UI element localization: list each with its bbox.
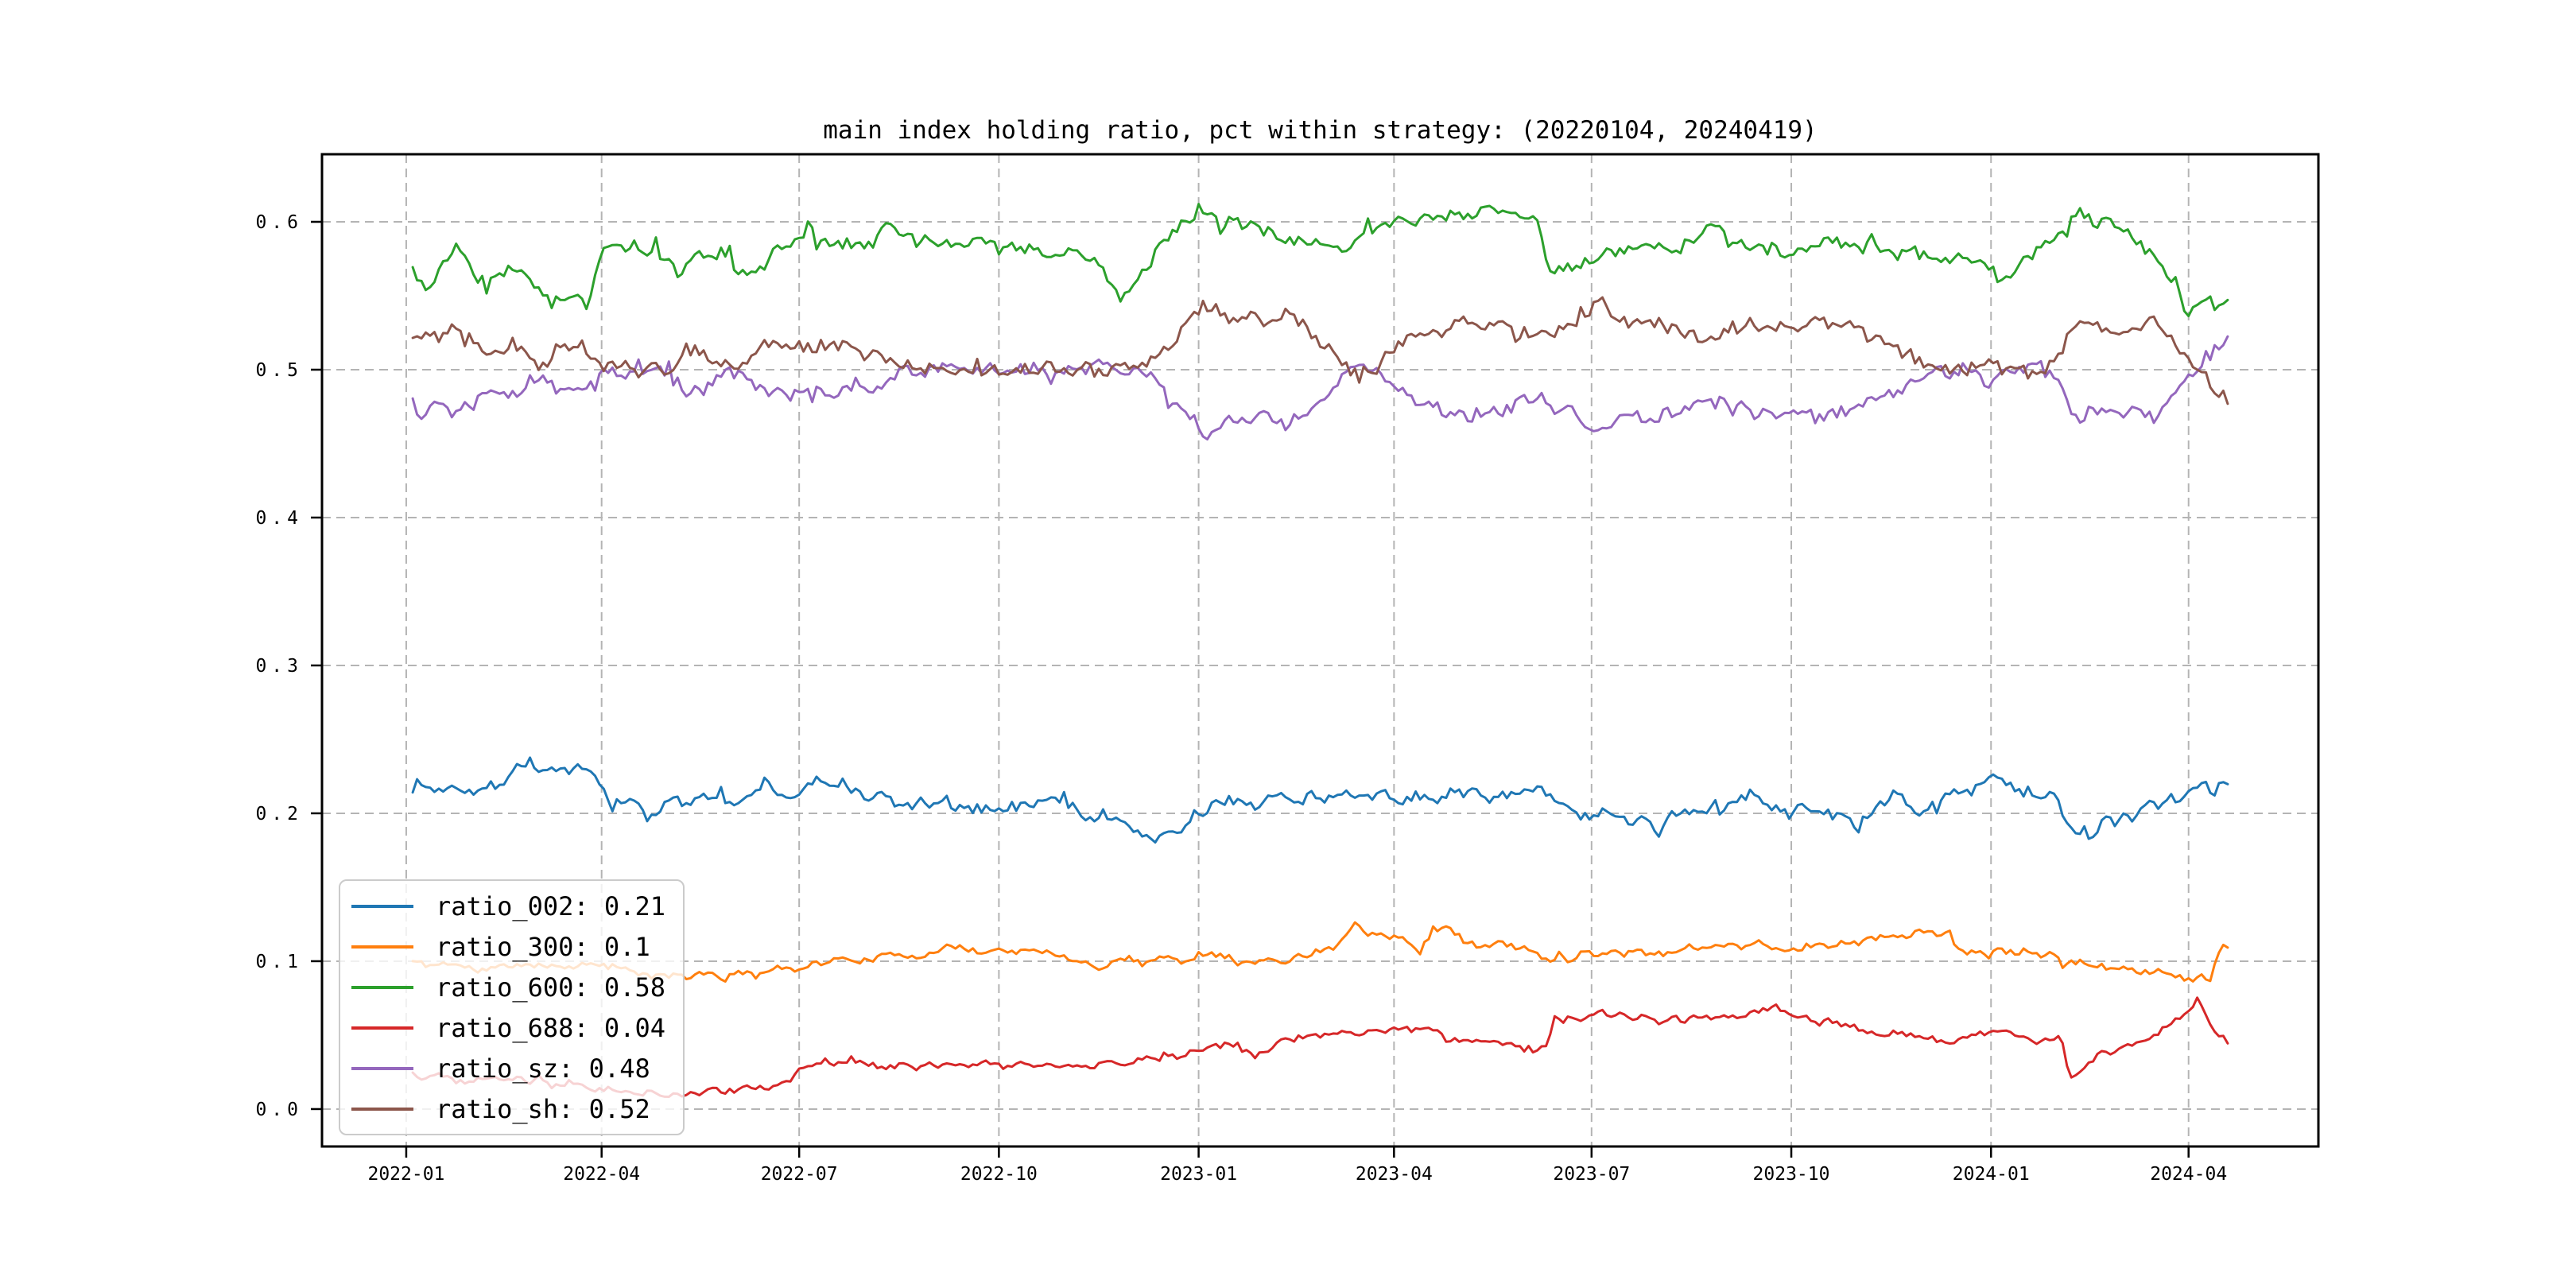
legend-item-ratio_300: ratio_300: 0.1 [351,926,665,967]
legend-line-swatch [351,904,413,908]
series-line-ratio_688 [411,996,2229,1098]
legend-line-swatch [351,1026,413,1030]
y-tick-label: 0.4 [255,508,303,529]
legend-label: ratio_300: 0.1 [436,931,650,962]
legend-item-ratio_sz: ratio_sz: 0.48 [351,1048,665,1088]
x-tick-label: 2023-10 [1753,1164,1830,1185]
series-line-ratio_sh [411,296,2229,405]
axes-frame [320,153,2320,1148]
x-tick-label: 2023-01 [1160,1164,1237,1185]
legend-label: ratio_688: 0.04 [436,1012,665,1043]
x-tick-label: 2023-04 [1356,1164,1433,1185]
x-tick-label: 2023-07 [1553,1164,1630,1185]
x-tick-label: 2022-07 [761,1164,838,1185]
x-tick-label: 2024-01 [1953,1164,2030,1185]
x-axis-ticks: 2022-01 2022-04 2022-07 2022-10 2023-01 2023-… [367,1146,2227,1185]
series-line-ratio_300 [411,921,2229,983]
legend-item-ratio_sh: ratio_sh: 0.52 [351,1088,665,1129]
legend-label: ratio_sz: 0.48 [436,1053,650,1084]
legend-label: ratio_002: 0.21 [436,890,665,921]
legend-item-ratio_688: ratio_688: 0.04 [351,1007,665,1048]
legend-label: ratio_600: 0.58 [436,972,665,1003]
chart-title: main index holding ratio, pct within str… [823,116,1818,145]
y-tick-label: 0.6 [255,212,303,233]
legend-label: ratio_sh: 0.52 [436,1093,650,1124]
series-line-ratio_002 [411,756,2229,844]
legend-line-swatch [351,945,413,949]
series-lines [411,203,2229,1098]
legend: ratio_002: 0.21 ratio_300: 0.1 ratio_600: … [339,879,685,1135]
y-tick-label: 0.3 [255,656,303,677]
x-tick-label: 2022-10 [960,1164,1038,1185]
series-line-ratio_sz [411,335,2229,440]
x-tick-label: 2022-01 [367,1164,444,1185]
legend-item-ratio_002: ratio_002: 0.21 [351,886,665,926]
series-line-ratio_600 [411,203,2229,317]
y-tick-label: 0.1 [255,952,303,972]
legend-line-swatch [351,985,413,989]
x-tick-label: 2022-04 [563,1164,640,1185]
y-axis-ticks: 0.0 0.1 0.2 0.3 0.4 0.5 0.6 [255,212,322,1120]
y-tick-label: 0.2 [255,804,303,824]
y-tick-label: 0.5 [255,360,303,381]
x-tick-label: 2024-04 [2150,1164,2227,1185]
y-tick-label: 0.0 [255,1100,303,1120]
legend-item-ratio_600: ratio_600: 0.58 [351,967,665,1007]
legend-line-swatch [351,1066,413,1070]
legend-line-swatch [351,1107,413,1111]
